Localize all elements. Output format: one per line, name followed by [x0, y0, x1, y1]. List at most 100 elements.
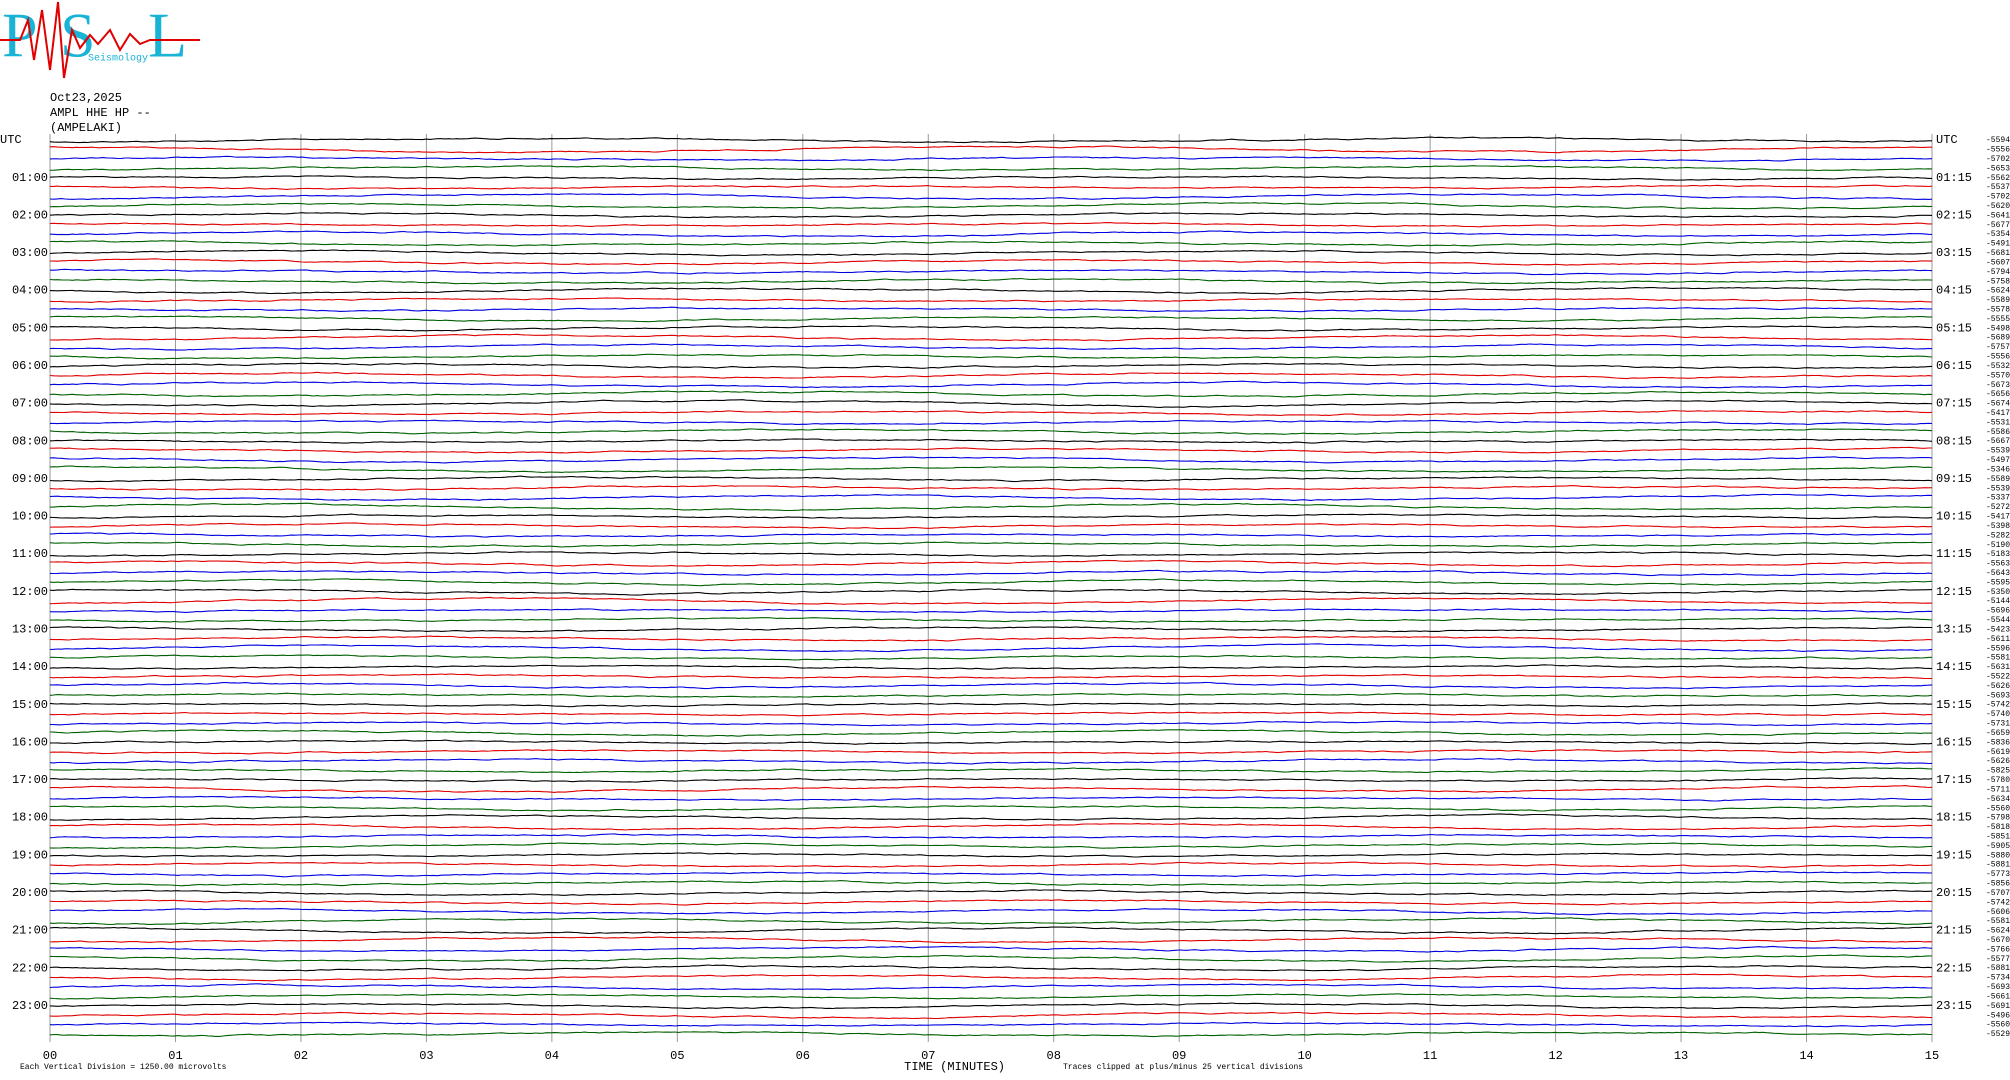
trace	[49, 729, 1933, 737]
left-time-label: 17:00	[12, 773, 48, 787]
trace	[49, 175, 1932, 181]
trace-label: -5707	[1986, 889, 2010, 898]
trace-label: -5589	[1986, 296, 2010, 305]
x-tick-label: 00	[43, 1049, 57, 1063]
trace	[49, 249, 1933, 257]
trace-label: -5631	[1986, 663, 2010, 672]
trace-label: -5589	[1986, 475, 2010, 484]
trace	[50, 184, 1933, 190]
trace	[49, 983, 1932, 991]
trace-label: -5531	[1986, 418, 2010, 427]
right-time-label: 03:15	[1936, 246, 1972, 260]
trace-label: -5641	[1986, 211, 2010, 220]
trace-label: -5537	[1986, 183, 2010, 192]
x-tick-label: 11	[1423, 1049, 1437, 1063]
trace	[49, 861, 1933, 868]
trace	[50, 446, 1932, 454]
x-tick-label: 04	[545, 1049, 559, 1063]
trace	[49, 596, 1933, 605]
trace	[49, 532, 1933, 538]
trace-label: -5522	[1986, 673, 2010, 682]
trace	[49, 541, 1932, 548]
trace-label: -5417	[1986, 409, 2010, 418]
header-date: Oct23,2025	[50, 91, 122, 105]
trace	[50, 410, 1933, 417]
x-tick-label: 14	[1799, 1049, 1813, 1063]
trace-label: -5758	[1986, 277, 2010, 286]
trace-label: -5497	[1986, 456, 2010, 465]
right-time-label: 15:15	[1936, 698, 1972, 712]
trace-label: -5544	[1986, 616, 2010, 625]
right-time-label: 20:15	[1936, 886, 1972, 900]
note-left: Each Vertical Division = 1250.00 microvo…	[20, 1063, 227, 1072]
trace-label: -5595	[1986, 578, 2010, 587]
trace	[49, 578, 1933, 587]
left-time-label: 03:00	[12, 246, 48, 260]
right-time-label: 22:15	[1936, 961, 1972, 975]
trace-label: -5596	[1986, 644, 2010, 653]
left-time-label: 09:00	[12, 472, 48, 486]
x-tick-label: 05	[670, 1049, 684, 1063]
x-tick-label: 06	[796, 1049, 810, 1063]
trace	[49, 1031, 1933, 1038]
right-time-label: 01:15	[1936, 171, 1972, 185]
trace-label: -5556	[1986, 146, 2010, 155]
trace-label: -5539	[1986, 447, 2010, 456]
trace	[50, 681, 1933, 690]
right-time-label: 04:15	[1936, 284, 1972, 298]
note-right: Traces clipped at plus/minus 25 vertical…	[1063, 1063, 1303, 1072]
trace	[49, 1002, 1933, 1010]
trace-label: -5766	[1986, 945, 2010, 954]
right-time-label: 23:15	[1936, 999, 1972, 1013]
trace	[49, 749, 1933, 755]
trace-label: -5851	[1986, 832, 2010, 841]
trace	[50, 654, 1933, 661]
trace	[49, 371, 1933, 380]
right-time-label: 16:15	[1936, 735, 1972, 749]
trace	[49, 813, 1933, 821]
trace	[49, 428, 1933, 435]
trace-label: -5555	[1986, 315, 2010, 324]
trace-label: -5780	[1986, 776, 2010, 785]
trace-label: -5905	[1986, 842, 2010, 851]
trace-label: -5643	[1986, 569, 2010, 578]
left-time-label: 02:00	[12, 208, 48, 222]
right-time-label: 12:15	[1936, 585, 1972, 599]
left-time-label: 21:00	[12, 924, 48, 938]
trace	[49, 870, 1933, 878]
trace-label: -5670	[1986, 936, 2010, 945]
trace-label: -5423	[1986, 625, 2010, 634]
trace-label: -5581	[1986, 917, 2010, 926]
trace-label: -5532	[1986, 362, 2010, 371]
x-tick-label: 08	[1047, 1049, 1061, 1063]
left-time-label: UTC	[0, 133, 22, 147]
trace	[49, 145, 1932, 154]
trace	[49, 720, 1933, 727]
trace-label: -5354	[1986, 230, 2010, 239]
trace	[49, 880, 1933, 887]
trace-label: -5346	[1986, 465, 2010, 474]
trace-label: -5731	[1986, 720, 2010, 729]
trace	[50, 353, 1933, 360]
trace-label: -5677	[1986, 221, 2010, 230]
trace	[49, 493, 1933, 501]
trace	[50, 419, 1933, 426]
trace-label: -5656	[1986, 390, 2010, 399]
trace-label: -5757	[1986, 343, 2010, 352]
trace-label: -5740	[1986, 710, 2010, 719]
x-tick-label: 15	[1925, 1049, 1939, 1063]
right-time-label: 07:15	[1936, 397, 1972, 411]
left-time-label: 06:00	[12, 359, 48, 373]
trace	[49, 155, 1933, 162]
trace	[49, 785, 1933, 793]
header-channel: AMPL HHE HP --	[50, 106, 151, 120]
trace-label: -5578	[1986, 305, 2010, 314]
trace-label: -5496	[1986, 1011, 2010, 1020]
x-tick-label: 02	[294, 1049, 308, 1063]
trace	[49, 635, 1933, 642]
trace	[50, 502, 1933, 512]
trace-label: -5856	[1986, 880, 2010, 889]
trace-label: -5398	[1986, 522, 2010, 531]
trace-label: -5667	[1986, 437, 2010, 446]
trace-label: -5190	[1986, 541, 2010, 550]
